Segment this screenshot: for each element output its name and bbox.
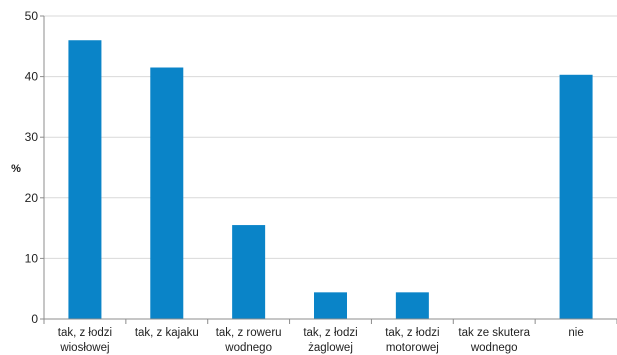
x-category-label-line: tak ze skutera <box>458 327 530 339</box>
x-category-labels: tak, z łodzi wiosłowej tak, z kajaku tak, z… <box>58 327 584 354</box>
y-tick-label: 50 <box>25 9 39 23</box>
x-category-label-line: tak, z kajaku <box>135 327 199 339</box>
x-category-label: nie <box>568 327 583 339</box>
x-category-label-line: tak, z łodzi <box>385 327 439 339</box>
bar <box>314 292 347 319</box>
x-category-label-line: wiosłowej <box>59 342 109 354</box>
axes <box>40 15 617 324</box>
y-tick-label: 30 <box>25 130 39 144</box>
x-category-label-line: tak, z łodzi <box>58 327 112 339</box>
bar <box>232 225 266 319</box>
x-category-label: tak, z kajaku <box>135 327 199 339</box>
x-category-label-line: motorowej <box>386 342 439 354</box>
bar <box>150 67 184 319</box>
x-category-label: tak ze skutera wodnego <box>458 327 530 354</box>
x-category-label: tak, z łodzi motorowej <box>385 327 439 354</box>
x-category-label-line: tak, z roweru <box>216 327 282 339</box>
x-category-label-line: żaglowej <box>308 342 353 354</box>
x-category-label-line: tak, z łodzi <box>303 327 357 339</box>
x-category-label: tak, z łodzi żaglowej <box>303 327 357 354</box>
bar <box>559 74 593 319</box>
bars <box>68 40 593 320</box>
bar <box>68 40 102 320</box>
y-tick-labels: 0 10 20 30 40 50 <box>25 9 39 326</box>
bar <box>395 292 429 319</box>
y-tick-label: 20 <box>25 191 39 205</box>
x-category-label: tak, z łodzi wiosłowej <box>58 327 112 354</box>
x-category-label-line: wodnego <box>470 342 518 354</box>
y-axis-label: % <box>11 163 21 175</box>
x-category-label: tak, z roweru wodnego <box>216 327 282 354</box>
x-category-label-line: wodnego <box>224 342 272 354</box>
x-category-label-line: nie <box>568 327 583 339</box>
gridlines <box>44 15 617 259</box>
y-tick-label: 0 <box>31 312 38 326</box>
y-tick-label: 40 <box>25 70 39 84</box>
y-tick-label: 10 <box>25 251 39 265</box>
